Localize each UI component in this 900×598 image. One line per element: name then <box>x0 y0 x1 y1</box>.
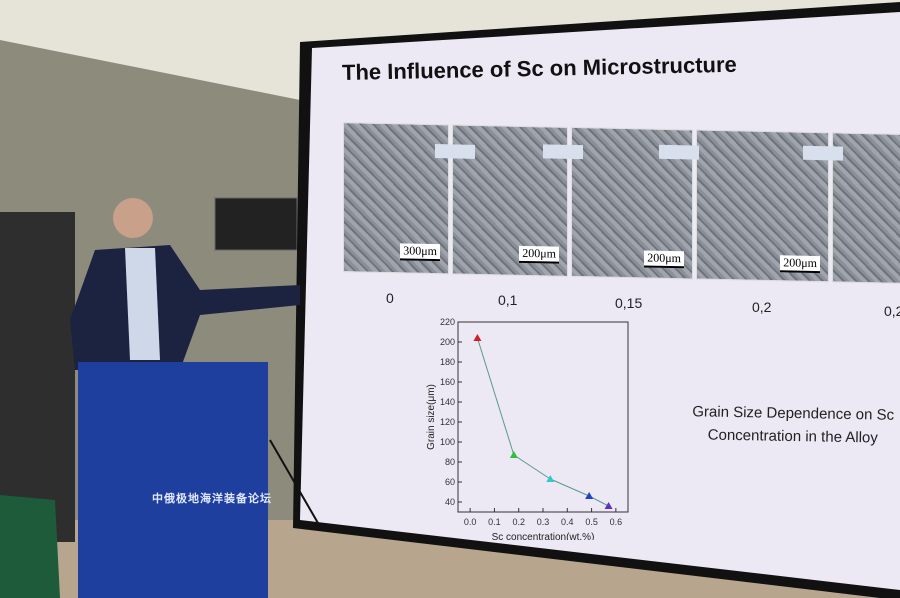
y-tick-label: 220 <box>440 317 455 327</box>
y-tick-label: 100 <box>440 437 455 447</box>
green-table <box>0 495 60 598</box>
data-point <box>604 502 613 509</box>
y-tick-label: 200 <box>440 337 455 347</box>
data-point <box>473 334 482 341</box>
scale-bar: 200μm <box>780 255 820 274</box>
y-tick-label: 60 <box>445 477 455 487</box>
y-tick-label: 120 <box>440 417 455 427</box>
concentration-label: 0,2 <box>752 299 772 315</box>
data-point <box>509 451 518 458</box>
y-tick-label: 80 <box>445 457 455 467</box>
arrow-icon <box>543 144 583 160</box>
x-tick-label: 0.4 <box>561 517 574 527</box>
x-axis-label: Sc concentration(wt.%) <box>492 532 595 540</box>
y-tick-label: 180 <box>440 357 455 367</box>
series-line <box>550 478 590 497</box>
booth-panel <box>0 212 75 542</box>
y-tick-label: 160 <box>440 377 455 387</box>
scale-bar: 200μm <box>644 250 684 269</box>
speaker-shirt <box>125 248 160 360</box>
data-point <box>546 475 555 482</box>
arrow-icon <box>803 145 843 161</box>
chart-caption: Grain Size Dependence on Sc Concentratio… <box>692 403 895 447</box>
speaker-head <box>113 198 153 238</box>
y-tick-label: 140 <box>440 397 455 407</box>
series-line <box>513 454 551 480</box>
micrograph-strip: 300μm 200μm 200μm 200μm <box>343 122 900 285</box>
x-tick-label: 0.5 <box>585 517 598 527</box>
ceiling <box>0 0 900 100</box>
x-tick-label: 0.1 <box>488 517 501 527</box>
podium-banner: 中俄极地海洋装备论坛 <box>152 493 272 505</box>
micrograph: 300μm <box>343 122 449 275</box>
podium <box>78 362 268 598</box>
series-line <box>476 337 515 456</box>
plot-frame <box>457 321 629 513</box>
arrow-icon <box>659 144 699 160</box>
x-tick-label: 0.2 <box>512 517 525 527</box>
scale-bar: 300μm <box>400 243 440 262</box>
x-tick-label: 0.3 <box>537 517 550 527</box>
monitor <box>214 197 298 251</box>
arrow-icon <box>435 144 475 159</box>
concentration-label: 0,1 <box>498 292 518 308</box>
concentration-label: 0,15 <box>615 295 643 311</box>
grain-size-chart: 0.0 0.1 0.2 0.3 0.4 0.5 0.6 40 60 80 100 120 140 160 1… <box>426 317 629 540</box>
scale-bar: 200μm <box>519 245 559 264</box>
y-axis-label: Grain size(μm) <box>426 384 437 450</box>
tripod-leg <box>269 439 323 531</box>
y-tick-label: 40 <box>445 497 455 507</box>
x-tick-label: 0.6 <box>610 517 623 527</box>
x-tick-label: 0.0 <box>464 517 477 527</box>
data-point <box>585 492 594 499</box>
concentration-label: 0 <box>386 290 394 306</box>
concentration-label: 0,2 <box>884 303 900 319</box>
